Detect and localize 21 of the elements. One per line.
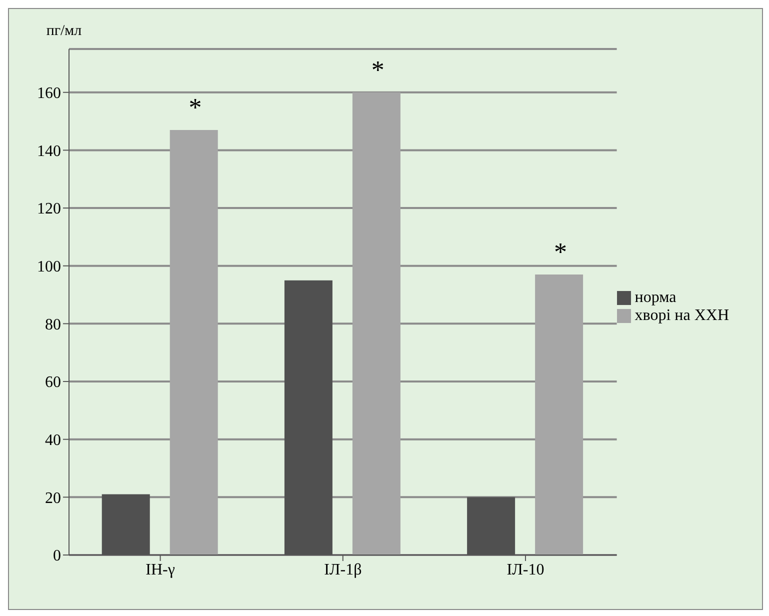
- legend-label: хворі на ХХН: [634, 307, 729, 324]
- y-tick-label: 120: [37, 200, 61, 218]
- annotation: *: [554, 238, 567, 267]
- y-axis-title: пг/мл: [46, 23, 82, 39]
- y-tick-label: 60: [45, 374, 61, 392]
- y-tick-label: 140: [37, 142, 61, 160]
- y-tick-label: 100: [37, 258, 61, 276]
- x-tick-label: ІЛ-10: [506, 561, 544, 578]
- bar: [352, 92, 400, 555]
- y-tick-label: 20: [45, 490, 61, 507]
- y-tick-label: 80: [45, 316, 61, 334]
- x-tick-label: ІЛ-1β: [324, 561, 362, 578]
- y-tick-label: 0: [53, 548, 61, 565]
- x-tick-label: ІН-γ: [146, 561, 175, 578]
- bar: [170, 130, 218, 555]
- annotation: *: [371, 55, 384, 84]
- y-tick-label: 40: [45, 432, 61, 450]
- y-tick-label: 160: [37, 85, 61, 102]
- annotation: *: [188, 92, 202, 122]
- legend-label: норма: [634, 289, 676, 306]
- bar: [535, 274, 584, 555]
